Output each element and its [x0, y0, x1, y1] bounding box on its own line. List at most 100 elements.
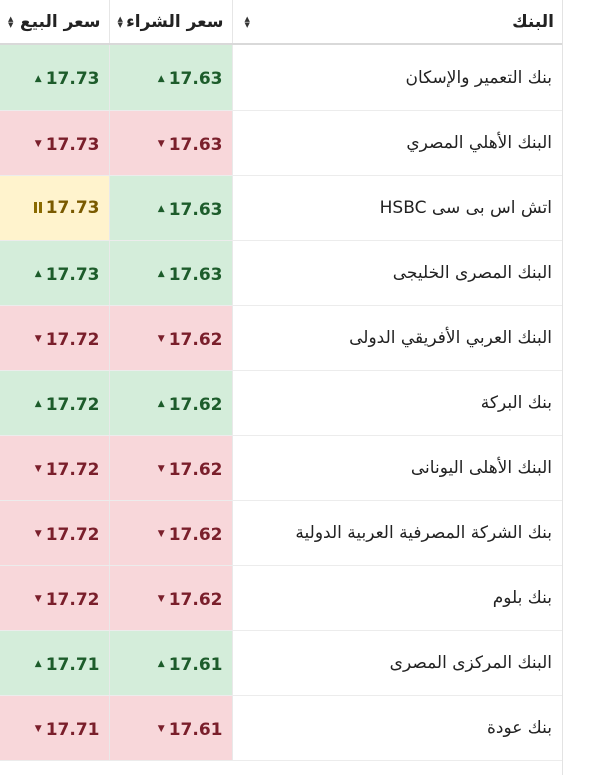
buy-price-cell: ▼ 17.62: [109, 565, 233, 631]
arrow-up-icon: ▲: [34, 269, 42, 280]
exchange-rate-table-container: ▲ ▼ سعر البيع ▲ ▼ سعر الشراء ▲ ▼ البنك: [0, 0, 563, 775]
bank-name-cell: بنك البركة: [232, 370, 562, 436]
sell-price-value-wrap: ▲ 17.71: [35, 655, 100, 675]
arrow-up-icon: ▲: [34, 399, 42, 410]
buy-price-cell: ▼ 17.61: [109, 695, 233, 761]
arrow-down-icon: ▼: [34, 464, 42, 475]
arrow-down-icon: ▼: [157, 529, 165, 540]
buy-price-value-wrap: ▲ 17.63: [158, 69, 223, 89]
buy-price-cell: ▲ 17.63: [109, 240, 233, 306]
buy-price-cell: ▼ 17.62: [109, 305, 233, 371]
sell-price-value: 17.73: [45, 197, 100, 218]
bank-name: البنك المصرى الخليجى: [392, 263, 552, 283]
buy-price-value-wrap: ▼ 17.63: [158, 135, 223, 155]
buy-price-value: 17.62: [168, 394, 223, 415]
sort-icon[interactable]: ▲ ▼: [8, 14, 14, 29]
table-row: ▲ 17.73 ▲ 17.63 بنك التعمير والإسكان: [0, 44, 562, 111]
header-row: ▲ ▼ سعر البيع ▲ ▼ سعر الشراء ▲ ▼ البنك: [0, 0, 562, 45]
sell-price-cell: ▼ 17.72: [0, 500, 110, 566]
arrow-down-icon: ▼: [34, 139, 42, 150]
buy-price-cell: ▲ 17.62: [109, 370, 233, 436]
bank-name: بنك التعمير والإسكان: [405, 67, 553, 88]
bank-name-cell: البنك الأهلى اليونانى: [232, 435, 562, 501]
bank-name: اتش اس بى سى HSBC: [379, 198, 552, 218]
sell-price-value-wrap: ▼ 17.72: [35, 330, 100, 350]
arrow-down-icon: ▼: [34, 724, 42, 735]
arrow-up-icon: ▲: [34, 73, 42, 84]
arrow-down-icon: ▼: [34, 594, 42, 605]
bank-name: البنك العربي الأفريقي الدولى: [349, 328, 552, 348]
sell-price-cell: ▼ 17.72: [0, 305, 110, 371]
table-row: ▼ 17.72 ▼ 17.62 بنك بلوم: [0, 565, 562, 631]
bank-name: البنك المركزى المصرى: [389, 653, 552, 673]
arrow-down-icon: ▼: [157, 464, 165, 475]
bank-header[interactable]: ▲ ▼ البنك: [232, 0, 562, 45]
sort-icon[interactable]: ▲ ▼: [117, 14, 123, 29]
bank-header-label: البنك: [512, 11, 554, 32]
buy-price-value: 17.61: [168, 719, 223, 740]
bank-name: البنك الأهلي المصري: [406, 133, 552, 153]
buy-price-header-label: سعر الشراء: [126, 11, 224, 32]
sell-price-cell: ▲ 17.73: [0, 240, 110, 306]
buy-price-value: 17.62: [168, 589, 223, 610]
buy-price-cell: ▲ 17.63: [109, 44, 233, 111]
arrow-up-icon: ▲: [157, 269, 165, 280]
buy-price-value-wrap: ▲ 17.61: [158, 655, 223, 675]
sell-price-value-wrap: ▲ 17.72: [35, 395, 100, 415]
sell-price-cell: ▼ 17.72: [0, 565, 110, 631]
buy-price-value-wrap: ▼ 17.62: [158, 590, 223, 610]
arrow-down-icon: ▼: [157, 724, 165, 735]
buy-price-value: 17.62: [168, 459, 223, 480]
bank-name: البنك الأهلى اليونانى: [410, 458, 552, 478]
buy-price-value: 17.63: [168, 134, 223, 155]
sell-price-cell: ▲ 17.71: [0, 630, 110, 696]
buy-price-cell: ▼ 17.62: [109, 435, 233, 501]
bank-name-cell: البنك المركزى المصرى: [232, 630, 562, 696]
bank-name-cell: بنك الشركة المصرفية العربية الدولية: [232, 500, 562, 566]
sell-price-value-wrap: ▲ 17.73: [35, 265, 100, 285]
buy-price-value: 17.62: [168, 524, 223, 545]
arrow-down-icon: ▼: [157, 334, 165, 345]
buy-price-value: 17.63: [168, 199, 223, 220]
sell-price-value: 17.72: [45, 329, 100, 350]
buy-price-value: 17.61: [168, 654, 223, 675]
sell-price-value-wrap: 17.73: [33, 197, 100, 218]
bank-name-cell: بنك التعمير والإسكان: [232, 44, 562, 111]
table-header: ▲ ▼ سعر البيع ▲ ▼ سعر الشراء ▲ ▼ البنك: [0, 0, 562, 45]
sell-price-value-wrap: ▼ 17.71: [35, 720, 100, 740]
table-row: ▼ 17.71 ▼ 17.61 بنك عودة: [0, 695, 562, 761]
bank-name-cell: بنك عودة: [232, 695, 562, 761]
sell-price-cell: ▼ 17.71: [0, 695, 110, 761]
buy-price-header[interactable]: ▲ ▼ سعر الشراء: [109, 0, 233, 45]
bank-name: بنك بلوم: [492, 588, 552, 608]
sell-price-header-label: سعر البيع: [19, 11, 101, 32]
buy-price-value-wrap: ▲ 17.63: [158, 200, 223, 220]
buy-price-value-wrap: ▼ 17.62: [158, 330, 223, 350]
pause-icon: [33, 202, 42, 214]
buy-price-value-wrap: ▼ 17.62: [158, 525, 223, 545]
sell-price-value-wrap: ▼ 17.72: [35, 590, 100, 610]
sell-price-value: 17.71: [45, 654, 100, 675]
arrow-up-icon: ▲: [157, 399, 165, 410]
sell-price-value: 17.72: [45, 394, 100, 415]
buy-price-cell: ▲ 17.61: [109, 630, 233, 696]
sell-price-value: 17.73: [45, 69, 100, 90]
bank-name-cell: البنك العربي الأفريقي الدولى: [232, 305, 562, 371]
table-row: ▼ 17.72 ▼ 17.62 بنك الشركة المصرفية العربية …: [0, 500, 562, 566]
bank-name-cell: البنك الأهلي المصري: [232, 110, 562, 176]
buy-price-value: 17.63: [168, 264, 223, 285]
table-row: 17.73 ▲ 17.63 اتش اس بى سى HSBC: [0, 175, 562, 241]
sell-price-header[interactable]: ▲ ▼ سعر البيع: [0, 0, 110, 45]
arrow-up-icon: ▲: [157, 204, 165, 215]
bank-name: بنك عودة: [487, 718, 552, 738]
bank-name-cell: اتش اس بى سى HSBC: [232, 175, 562, 241]
sell-price-value-wrap: ▼ 17.72: [35, 460, 100, 480]
table-row: ▼ 17.72 ▼ 17.62 البنك العربي الأفريقي الدولى: [0, 305, 562, 371]
buy-price-value-wrap: ▼ 17.62: [158, 460, 223, 480]
buy-price-value-wrap: ▼ 17.61: [158, 720, 223, 740]
bank-name-cell: البنك المصرى الخليجى: [232, 240, 562, 306]
table-row: ▲ 17.73 ▲ 17.63 البنك المصرى الخليجى: [0, 240, 562, 306]
sell-price-value-wrap: ▼ 17.73: [35, 135, 100, 155]
sell-price-cell: ▼ 17.72: [0, 435, 110, 501]
sort-icon[interactable]: ▲ ▼: [244, 14, 250, 29]
